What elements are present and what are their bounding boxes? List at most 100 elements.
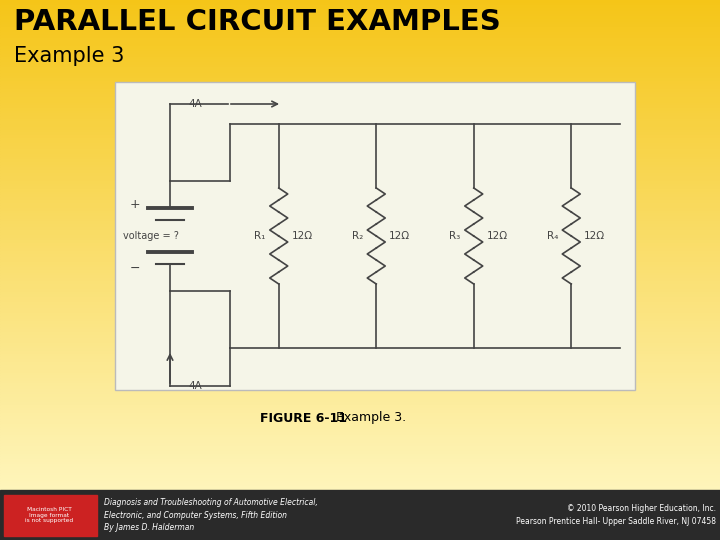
Bar	[0, 529, 720, 532]
Bar	[0, 281, 720, 284]
Bar	[0, 437, 720, 440]
Bar	[0, 400, 720, 402]
Bar	[0, 470, 720, 472]
Bar	[0, 448, 720, 451]
Bar	[0, 100, 720, 103]
Bar	[0, 14, 720, 16]
Bar	[0, 92, 720, 94]
Bar	[0, 373, 720, 375]
Bar	[0, 475, 720, 478]
Bar	[0, 184, 720, 186]
Text: −: −	[130, 261, 140, 274]
Bar	[0, 308, 720, 310]
Bar	[0, 32, 720, 35]
Bar	[0, 321, 720, 324]
Bar	[0, 246, 720, 248]
Text: +: +	[130, 198, 140, 211]
Bar	[0, 424, 720, 427]
Bar	[0, 122, 720, 124]
Bar	[0, 454, 720, 456]
Bar	[0, 356, 720, 359]
Bar	[0, 127, 720, 130]
Bar	[0, 202, 720, 205]
Bar	[0, 35, 720, 38]
Text: 12Ω: 12Ω	[390, 231, 410, 241]
Bar	[0, 186, 720, 189]
Bar	[0, 378, 720, 381]
Bar	[0, 208, 720, 211]
Bar	[0, 76, 720, 78]
Bar	[0, 248, 720, 251]
Bar	[0, 392, 720, 394]
Bar	[0, 197, 720, 200]
Bar	[0, 397, 720, 400]
Bar	[0, 181, 720, 184]
Text: Example 3.: Example 3.	[332, 411, 406, 424]
Bar	[0, 497, 720, 500]
Bar	[0, 235, 720, 238]
Bar	[0, 364, 720, 367]
Bar	[0, 386, 720, 389]
Bar	[0, 508, 720, 510]
Bar	[0, 324, 720, 327]
Bar	[0, 162, 720, 165]
Bar	[0, 432, 720, 435]
Bar	[0, 19, 720, 22]
Bar	[0, 192, 720, 194]
Bar	[0, 178, 720, 181]
Bar	[0, 486, 720, 489]
Bar	[0, 57, 720, 59]
Bar	[0, 294, 720, 297]
Bar	[0, 46, 720, 49]
Bar	[4, 495, 97, 536]
Bar	[0, 483, 720, 486]
Bar	[0, 259, 720, 262]
Bar	[0, 302, 720, 305]
Bar	[0, 173, 720, 176]
Text: © 2010 Pearson Higher Education, Inc.
Pearson Prentice Hall- Upper Saddle River,: © 2010 Pearson Higher Education, Inc. Pe…	[516, 504, 716, 526]
Text: 12Ω: 12Ω	[292, 231, 313, 241]
Bar	[0, 54, 720, 57]
Bar	[0, 116, 720, 119]
Bar	[0, 0, 720, 3]
Text: PARALLEL CIRCUIT EXAMPLES: PARALLEL CIRCUIT EXAMPLES	[14, 8, 500, 36]
Bar	[0, 84, 720, 86]
Bar	[0, 370, 720, 373]
Text: 12Ω: 12Ω	[487, 231, 508, 241]
Bar	[0, 49, 720, 51]
Bar	[0, 154, 720, 157]
Bar	[0, 265, 720, 267]
Bar	[0, 489, 720, 491]
Bar	[0, 140, 720, 143]
Bar	[0, 224, 720, 227]
FancyBboxPatch shape	[115, 82, 635, 390]
Bar	[0, 24, 720, 27]
Bar	[0, 27, 720, 30]
Bar	[0, 335, 720, 338]
Bar	[0, 105, 720, 108]
Bar	[0, 170, 720, 173]
Text: Diagnosis and Troubleshooting of Automotive Electrical,
Electronic, and Computer: Diagnosis and Troubleshooting of Automot…	[104, 498, 318, 532]
Bar	[0, 111, 720, 113]
Bar	[0, 521, 720, 524]
Bar	[0, 513, 720, 516]
Bar	[0, 40, 720, 43]
Bar	[0, 532, 720, 535]
Bar	[0, 278, 720, 281]
Bar	[0, 292, 720, 294]
Bar	[0, 97, 720, 100]
Text: voltage = ?: voltage = ?	[123, 231, 179, 241]
Bar	[0, 462, 720, 464]
Bar	[0, 413, 720, 416]
Bar	[0, 446, 720, 448]
Bar	[0, 143, 720, 146]
Bar	[0, 456, 720, 459]
Bar	[0, 359, 720, 362]
Bar	[0, 51, 720, 54]
Bar	[0, 435, 720, 437]
Bar	[0, 286, 720, 289]
Bar	[0, 300, 720, 302]
Bar	[0, 70, 720, 73]
Bar	[0, 59, 720, 62]
Bar	[0, 68, 720, 70]
